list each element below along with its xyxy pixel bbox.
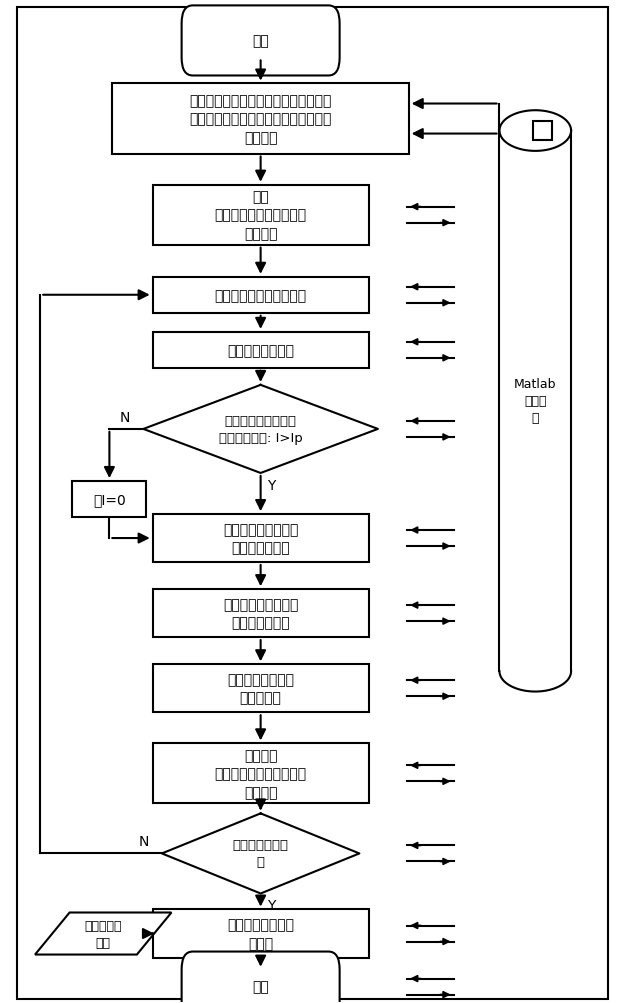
Bar — [153, 590, 369, 638]
Bar — [153, 515, 369, 563]
Text: 求解阳极表面控制点
的法向溶解模型: 求解阳极表面控制点 的法向溶解模型 — [223, 523, 298, 555]
FancyBboxPatch shape — [182, 952, 340, 1003]
Bar — [73, 481, 146, 518]
Text: 输出数据、
图片: 输出数据、 图片 — [84, 919, 122, 949]
Polygon shape — [143, 385, 378, 473]
Text: N: N — [138, 834, 149, 849]
Text: 开始: 开始 — [252, 34, 269, 48]
Text: Matlab
数据存
储: Matlab 数据存 储 — [514, 378, 557, 425]
Text: N: N — [120, 410, 130, 424]
Text: 旋印电解加工结
束: 旋印电解加工结 束 — [232, 839, 289, 869]
Text: 构建
电解加工电势分布的等效
求解模型: 构建 电解加工电势分布的等效 求解模型 — [215, 190, 307, 241]
Text: Y: Y — [268, 899, 276, 913]
Bar — [153, 186, 369, 246]
Polygon shape — [162, 813, 360, 894]
Text: 阳极表面控制点的法
向电流密度模: I>Ip: 阳极表面控制点的法 向电流密度模: I>Ip — [219, 414, 303, 444]
Text: 阳极表面控制点溶解
过程离散、迭加: 阳极表面控制点溶解 过程离散、迭加 — [223, 598, 298, 630]
Bar — [153, 665, 369, 712]
Bar — [153, 332, 369, 368]
Text: 重新构建
电解加工电势分布的等效
求解模型: 重新构建 电解加工电势分布的等效 求解模型 — [215, 748, 307, 799]
Bar — [153, 278, 369, 314]
Text: 阳极工件几何控制点离散: 阳极工件几何控制点离散 — [215, 289, 307, 303]
Text: 令I=0: 令I=0 — [93, 492, 126, 507]
Polygon shape — [35, 913, 172, 955]
Bar — [500, 131, 571, 672]
Text: Y: Y — [268, 478, 276, 492]
FancyBboxPatch shape — [182, 6, 340, 76]
Bar — [153, 910, 369, 958]
Text: 数据结果存储和结
果分析: 数据结果存储和结 果分析 — [227, 918, 294, 950]
Bar — [533, 122, 552, 140]
Polygon shape — [500, 111, 571, 151]
Text: 求解电场数学模型: 求解电场数学模型 — [227, 343, 294, 357]
Bar — [112, 84, 409, 154]
Text: 输入阳极工件半径、阴极工具半径、加
工间隙、进给速度、阳极电压、阴极电
压初始值: 输入阳极工件半径、阴极工具半径、加 工间隙、进给速度、阳极电压、阴极电 压初始值 — [190, 94, 332, 144]
Bar — [153, 743, 369, 803]
Text: 求解加工间隙的动
态变化模型: 求解加工间隙的动 态变化模型 — [227, 672, 294, 705]
Text: 结束: 结束 — [252, 980, 269, 994]
